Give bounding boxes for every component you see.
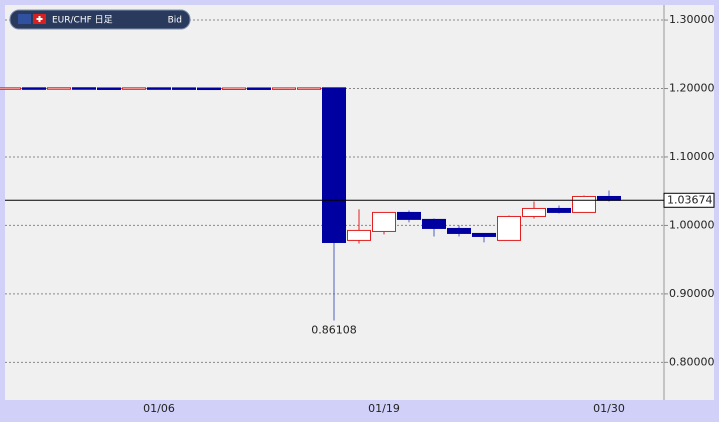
candle-body — [0, 87, 21, 90]
candle-body — [147, 87, 171, 90]
candle-body — [122, 87, 146, 90]
price-box — [663, 192, 715, 208]
candle-body — [197, 87, 221, 91]
flag-cross — [36, 16, 43, 22]
candle-body — [522, 207, 546, 217]
y-tick-label: 1.20000 — [669, 82, 715, 95]
candle-body — [297, 87, 321, 90]
x-tick-label: 01/06 — [143, 402, 175, 415]
candle-body — [572, 195, 596, 213]
candle-body — [172, 87, 196, 90]
candle-body — [72, 87, 96, 90]
candle-body — [272, 87, 296, 90]
candle-body — [597, 195, 621, 201]
candle-body — [422, 218, 446, 229]
plot: 0.80000 0.90000 1.00000 1.10000 1.20000 1.300… — [0, 13, 715, 415]
candle-body — [447, 227, 471, 234]
y-tick-label: 1.10000 — [669, 150, 715, 163]
x-tick-label: 01/30 — [593, 402, 625, 415]
price-label: 1.03674 — [667, 193, 713, 206]
candle-body — [397, 211, 421, 220]
candle-body — [22, 87, 46, 90]
header: EUR/CHF 日足 Bid — [9, 9, 191, 30]
candle-body — [322, 87, 346, 243]
candle-body — [472, 232, 496, 237]
low-label: 0.86108 — [311, 324, 357, 337]
y-tick-label: 1.00000 — [669, 218, 715, 231]
candle-body — [97, 87, 121, 90]
flag-eu — [18, 14, 31, 24]
instrument: EUR/CHF 日足 — [52, 15, 113, 26]
y-tick-label: 0.80000 — [669, 355, 715, 368]
x-tick-label: 01/19 — [368, 402, 400, 415]
candle-body — [247, 87, 271, 90]
y-tick-label: 0.90000 — [669, 287, 715, 300]
candle-body — [547, 207, 571, 213]
candle-body — [497, 215, 521, 241]
price-type: Bid — [168, 16, 182, 26]
candle-body — [47, 87, 71, 90]
header-pill — [9, 9, 191, 30]
candle-body — [347, 229, 371, 241]
candle-body — [372, 211, 396, 232]
candle-body — [222, 87, 246, 90]
y-tick-label: 1.30000 — [669, 13, 715, 26]
